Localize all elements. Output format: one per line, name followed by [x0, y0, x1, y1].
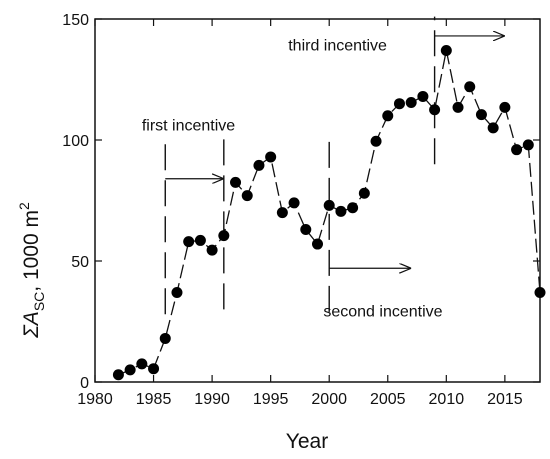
y-axis-title-subscript: SC: [31, 292, 47, 311]
x-tick-label: 2015: [487, 391, 523, 408]
data-point: [218, 230, 230, 242]
data-point: [452, 101, 464, 113]
y-axis-title-unit: , 1000 m: [20, 210, 43, 292]
data-point: [487, 122, 499, 134]
x-axis-title: Year: [286, 430, 328, 453]
y-tick-label: 150: [62, 12, 89, 29]
data-point: [265, 151, 277, 163]
annotation-3-label: third incentive: [288, 37, 387, 54]
data-point: [136, 358, 148, 370]
data-point: [475, 109, 487, 121]
data-point: [440, 44, 452, 56]
data-point: [300, 224, 312, 236]
data-point: [241, 190, 253, 202]
data-point: [405, 96, 417, 108]
data-point: [194, 234, 206, 246]
data-point: [522, 139, 534, 151]
x-tick-label: 1995: [253, 391, 289, 408]
data-point: [347, 202, 359, 214]
data-point: [323, 199, 335, 211]
data-point: [112, 369, 124, 381]
x-tick-label: 2005: [370, 391, 406, 408]
data-point: [417, 90, 429, 102]
y-axis-title-sigma: Σ: [20, 324, 43, 339]
data-point: [511, 144, 523, 156]
svg-text:ΣASC, 1000 m2: ΣASC, 1000 m2: [16, 202, 47, 339]
data-point: [499, 101, 511, 113]
x-tick-label: 1985: [136, 391, 172, 408]
data-point: [124, 364, 136, 376]
data-point: [159, 332, 171, 344]
plot-area: 1980 1985 1990 1995 2000 2005 2010 2015 0 50 100 15…: [62, 12, 546, 408]
data-point: [312, 238, 323, 250]
data-point: [429, 104, 441, 116]
y-tick-label: 100: [62, 133, 89, 150]
data-point: [276, 207, 288, 219]
data-point: [253, 159, 265, 171]
series-line: [118, 50, 541, 376]
data-point: [464, 81, 476, 93]
plot-frame: [94, 18, 541, 383]
y-axis-title-superscript: 2: [16, 202, 32, 210]
data-point: [534, 286, 546, 298]
data-point: [382, 110, 394, 122]
y-axis-title: ΣASC, 1000 m2: [16, 202, 47, 339]
x-tick-label: 1990: [194, 391, 230, 408]
data-point: [206, 244, 218, 256]
x-tick-label: 1980: [77, 391, 113, 408]
y-tick-label: 0: [80, 375, 89, 392]
annotation-1-label: first incentive: [142, 117, 235, 134]
x-tick-label: 2000: [311, 391, 347, 408]
data-point: [370, 135, 382, 147]
data-point: [335, 205, 347, 217]
data-point: [288, 197, 300, 209]
annotation-2-label: second incentive: [323, 304, 442, 321]
data-point: [171, 286, 183, 298]
y-tick-label: 50: [71, 254, 89, 271]
data-point: [230, 176, 242, 188]
y-axis-title-variable: A: [20, 311, 43, 327]
x-tick-label: 2010: [429, 391, 465, 408]
data-point: [393, 98, 405, 110]
data-point: [148, 363, 160, 375]
data-point: [183, 236, 195, 248]
data-point: [358, 187, 370, 199]
